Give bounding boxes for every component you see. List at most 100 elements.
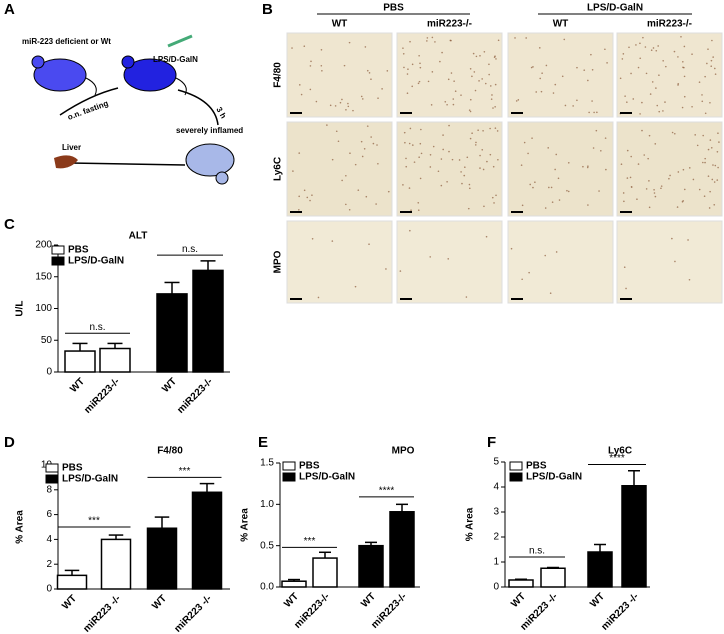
y-tick-label: 50 [41,335,53,346]
stained-cell [406,92,409,95]
bar [587,551,613,588]
stained-cell [493,202,495,204]
stained-cell [377,162,379,165]
stained-cell [696,144,699,147]
stained-cell [494,83,497,86]
stained-cell [564,104,567,107]
stained-cell [658,110,661,113]
stained-cell [704,112,707,115]
stained-cell [341,179,343,182]
stained-cell [471,132,473,135]
stained-cell [403,131,406,134]
stained-cell [468,187,471,190]
stained-cell [464,166,466,169]
legend-swatch [282,461,296,471]
stained-cell [483,205,485,208]
stained-cell [532,66,534,68]
stained-cell [554,83,557,86]
stained-cell [404,141,406,144]
stained-cell [606,62,608,64]
y-tick-label: 6 [46,509,52,520]
stained-cell [431,36,434,39]
stained-cell [654,195,657,198]
stained-cell [669,174,671,177]
stained-cell [361,155,364,158]
significance-label: n.s. [89,322,105,333]
stained-cell [692,178,695,181]
significance-label: *** [179,466,191,477]
stained-cell [572,105,574,107]
stained-cell [710,65,713,68]
stained-cell [348,41,351,44]
stained-cell [409,40,411,43]
stained-cell [532,186,534,189]
micrograph [286,32,393,118]
stained-cell [710,147,713,149]
stained-cell [399,270,402,272]
stained-cell [704,75,706,78]
stained-cell [636,198,638,201]
stained-cell [402,53,405,55]
stained-cell [429,166,432,168]
stained-cell [671,237,673,240]
stained-cell [649,93,652,95]
stained-cell [417,82,420,85]
stained-cell [682,66,684,69]
stained-cell [656,104,659,107]
stained-cell [429,153,432,156]
stained-cell [712,164,714,166]
significance-label: *** [88,516,100,527]
stained-cell [492,107,494,109]
stained-cell [586,166,589,169]
stained-cell [701,94,703,96]
stained-cell [419,62,421,65]
x-tick-label: WT [160,376,179,395]
stained-cell [639,113,641,115]
legend-swatch [45,474,59,484]
significance-label: n.s. [529,546,545,557]
legend-swatch [45,463,59,473]
stained-cell [413,161,416,163]
stained-cell [477,129,479,132]
stained-cell [357,189,360,191]
stained-cell [681,106,684,109]
stained-cell [620,163,623,166]
x-tick-label: miR223-/- [82,376,122,416]
stained-cell [489,85,492,87]
stained-cell [432,145,435,148]
stained-cell [370,78,372,80]
legend-label: LPS/D-GalN [62,474,118,485]
stained-cell [298,195,300,198]
stained-cell [403,66,405,69]
stained-cell [676,206,679,208]
bar [146,527,178,590]
stained-cell [496,130,499,132]
stained-cell [702,134,704,137]
stained-cell [298,209,300,211]
stained-cell [497,39,500,42]
stained-cell [683,45,686,48]
stained-cell [591,100,593,102]
legend-swatch [51,256,65,266]
stained-cell [641,129,643,132]
stained-cell [494,127,497,129]
stained-cell [643,154,646,156]
arrow [69,162,186,166]
stained-cell [535,91,538,93]
stained-cell [635,44,637,46]
stained-cell [386,70,389,72]
stained-cell [347,105,350,108]
stained-cell [529,183,531,186]
stained-cell [662,110,664,112]
stained-cell [419,177,422,180]
stained-cell [303,189,306,192]
legend-label: PBS [299,461,320,472]
panel-letter: F [487,434,496,451]
stained-cell [427,80,430,83]
stained-cell [527,152,529,155]
stained-cell [644,46,647,48]
diagram-label: miR-223 deficient or Wt [22,37,111,46]
stained-cell [600,150,602,152]
stained-cell [420,152,423,155]
stained-cell [420,128,422,131]
